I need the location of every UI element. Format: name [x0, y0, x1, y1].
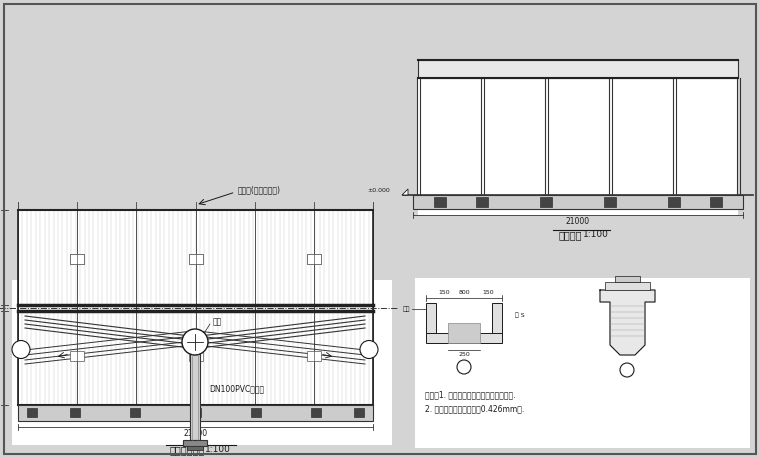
Text: ①: ① [460, 362, 468, 372]
Text: 说明：1. 未注明尺寸均为施工图尺寸规格.: 说明：1. 未注明尺寸均为施工图尺寸规格. [425, 390, 515, 399]
Bar [307, 254, 321, 264]
Bar [354, 408, 364, 417]
Bar [70, 351, 84, 361]
Text: 坡止: 坡止 [403, 306, 410, 312]
Text: 150: 150 [439, 290, 450, 295]
Bar [615, 276, 640, 282]
Bar [188, 254, 202, 264]
Bar [435, 197, 446, 207]
Bar [183, 440, 207, 446]
Text: 工 S: 工 S [515, 312, 524, 318]
Circle shape [12, 340, 30, 359]
Text: 屋面板布置图: 屋面板布置图 [170, 445, 205, 455]
Bar [70, 254, 84, 264]
Bar [27, 408, 37, 417]
Bar [188, 351, 202, 361]
Circle shape [620, 363, 634, 377]
Bar [311, 408, 321, 417]
Text: 2. 屋面彩材，彩数单度为0.426mm厘.: 2. 屋面彩材，彩数单度为0.426mm厘. [425, 404, 524, 413]
Bar [448, 323, 480, 343]
Bar [307, 254, 321, 264]
Text: 250: 250 [458, 353, 470, 358]
Text: ②: ② [622, 365, 632, 375]
Text: DN100PVC雨水管: DN100PVC雨水管 [209, 385, 264, 393]
Bar [70, 408, 80, 417]
Bar [492, 303, 502, 338]
Bar [418, 60, 738, 215]
Bar [476, 197, 488, 207]
Text: 800: 800 [458, 290, 470, 295]
Bar [307, 351, 321, 361]
Text: 1:100: 1:100 [583, 230, 609, 239]
Bar [18, 210, 373, 405]
Bar [18, 405, 373, 421]
Text: 21000: 21000 [566, 217, 590, 225]
Polygon shape [600, 290, 655, 355]
Bar [710, 197, 721, 207]
Polygon shape [402, 189, 408, 195]
Text: 正立面图: 正立面图 [559, 230, 581, 240]
Bar [188, 254, 202, 264]
Bar [191, 408, 201, 417]
Text: ±0.000: ±0.000 [367, 189, 390, 193]
Bar [540, 197, 552, 207]
Bar [187, 446, 203, 450]
Bar [604, 197, 616, 207]
Bar [605, 282, 650, 290]
Bar [413, 195, 743, 209]
Bar [426, 303, 436, 338]
Text: 天线: 天线 [213, 317, 222, 327]
Bar [251, 408, 261, 417]
Text: 屋面板(彩数米钢板): 屋面板(彩数米钢板) [237, 185, 280, 195]
Bar [418, 60, 738, 78]
Text: 150: 150 [482, 290, 494, 295]
Bar [70, 254, 84, 264]
Bar [426, 333, 502, 343]
Text: 21000: 21000 [183, 429, 207, 437]
Circle shape [360, 340, 378, 359]
Text: 1:100: 1:100 [204, 445, 230, 454]
Bar [668, 197, 680, 207]
Bar [415, 278, 750, 448]
Bar [190, 354, 200, 440]
Bar [130, 408, 140, 417]
Circle shape [457, 360, 471, 374]
Bar [12, 280, 392, 445]
Circle shape [182, 329, 208, 355]
